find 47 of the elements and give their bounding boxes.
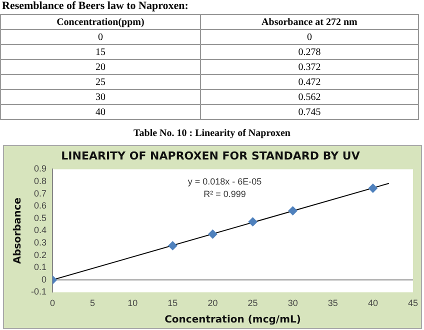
text: 0 bbox=[200, 30, 418, 44]
text: 0.278 bbox=[200, 44, 418, 60]
text: 0.372 bbox=[200, 60, 418, 74]
x-tick-label: 20 bbox=[208, 298, 218, 308]
point bbox=[248, 217, 258, 226]
text: 30 bbox=[0, 90, 200, 104]
text: Absorbance at 272 nm bbox=[200, 14, 418, 30]
x-axis-title: Concentration (mcg/mL) bbox=[164, 314, 301, 326]
annotation: y = 0.018x - 6E-05 bbox=[188, 176, 262, 186]
x-tick-label: 25 bbox=[248, 298, 258, 308]
chart-title: LINEARITY OF NAPROXEN FOR STANDARD BY UV bbox=[61, 149, 360, 162]
text: Table No. 10 : Linearity of Naproxen bbox=[132, 128, 292, 139]
x-tick-label: 35 bbox=[328, 298, 338, 308]
y-tick-label: 0.8 bbox=[34, 176, 47, 186]
point bbox=[368, 184, 378, 193]
x-tick-label: 40 bbox=[368, 298, 378, 308]
text: 0.562 bbox=[200, 90, 418, 104]
y-axis-title: Absorbance bbox=[12, 197, 24, 264]
annotation: R² = 0.999 bbox=[204, 188, 246, 199]
text: 25 bbox=[0, 74, 200, 90]
y-tick-label: 0.2 bbox=[34, 250, 47, 260]
text: 40 bbox=[0, 104, 200, 120]
x-tick-label: 15 bbox=[168, 298, 178, 308]
y-tick-label: 0 bbox=[41, 274, 47, 284]
point bbox=[208, 230, 218, 239]
text: 20 bbox=[0, 60, 200, 74]
text: 0.472 bbox=[200, 74, 418, 90]
y-tick-label: 0.5 bbox=[34, 212, 47, 223]
y-tick-label: -0.1 bbox=[30, 286, 47, 297]
text: 0 bbox=[0, 30, 200, 44]
text: Concentration(ppm) bbox=[0, 14, 200, 30]
x-tick-label: 0 bbox=[50, 298, 56, 308]
y-tick-label: 0.6 bbox=[34, 200, 47, 211]
x-tick-label: 45 bbox=[408, 298, 418, 308]
y-tick-label: 0.3 bbox=[34, 237, 47, 248]
point bbox=[168, 241, 178, 250]
text: Resemblance of Beers law to Naproxen: bbox=[2, 0, 188, 12]
text: 15 bbox=[0, 44, 200, 60]
x-tick-label: 10 bbox=[128, 298, 138, 308]
y-tick-label: 0.1 bbox=[34, 262, 47, 272]
text: 0.745 bbox=[200, 104, 418, 120]
x-tick-label: 5 bbox=[90, 298, 96, 308]
y-tick-label: 0.4 bbox=[34, 225, 47, 236]
x-tick-label: 30 bbox=[288, 298, 298, 308]
point bbox=[288, 206, 298, 216]
y-tick-label: 0.9 bbox=[34, 164, 47, 174]
y-tick-label: 0.7 bbox=[34, 188, 47, 198]
